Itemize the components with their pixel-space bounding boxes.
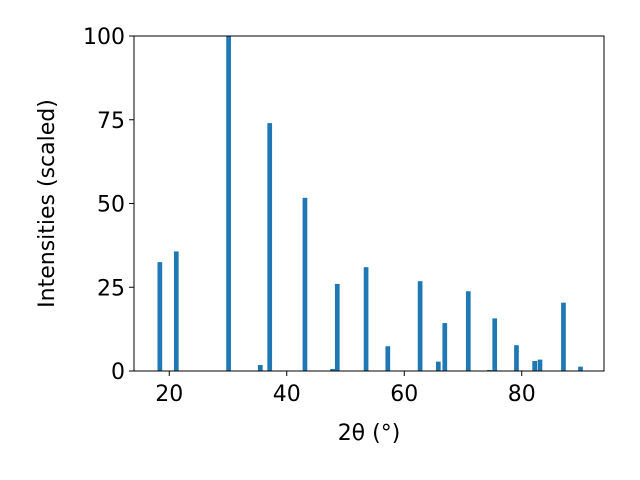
bar: [435, 361, 441, 371]
bar-series: [157, 36, 583, 372]
bar: [385, 346, 391, 371]
bar: [330, 368, 335, 371]
bar: [532, 360, 538, 371]
bar: [514, 345, 519, 371]
bar: [417, 281, 423, 371]
bar: [173, 251, 179, 371]
bar: [578, 366, 583, 371]
bar: [257, 364, 263, 371]
x-tick-label: 60: [390, 382, 418, 407]
bar: [561, 302, 566, 371]
x-axis-label: 2θ (°): [338, 421, 401, 446]
y-tick-label: 75: [97, 109, 125, 134]
y-axis: 0 25 50 75 100: [83, 25, 134, 385]
y-axis-label: Intensities (scaled): [35, 99, 60, 308]
x-tick-label: 40: [273, 382, 301, 407]
bar: [157, 262, 163, 372]
bar: [465, 291, 471, 371]
x-tick-label: 20: [155, 382, 183, 407]
bar: [442, 323, 448, 371]
y-tick-label: 0: [111, 360, 125, 385]
plot-frame: [133, 35, 605, 372]
bar: [267, 123, 273, 371]
bar: [492, 318, 498, 371]
y-tick-label: 50: [97, 193, 125, 218]
x-axis: 20 40 60 80: [155, 371, 536, 407]
y-tick-label: 25: [97, 276, 125, 301]
bar: [302, 197, 308, 371]
bar: [334, 283, 340, 371]
bar: [537, 359, 543, 371]
bar: [226, 36, 231, 371]
x-tick-label: 80: [508, 382, 536, 407]
bar: [363, 267, 369, 371]
y-tick-label: 100: [83, 25, 125, 50]
